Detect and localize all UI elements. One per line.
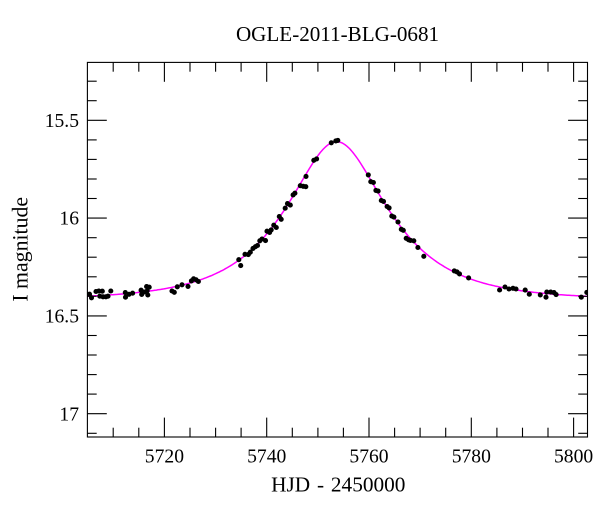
svg-text:OGLE-2011-BLG-0681: OGLE-2011-BLG-0681	[236, 22, 439, 46]
svg-text:15.5: 15.5	[45, 111, 79, 132]
svg-text:16.5: 16.5	[45, 307, 79, 328]
svg-text:5740: 5740	[247, 447, 286, 468]
svg-text:17: 17	[59, 404, 79, 425]
svg-text:I magnitude: I magnitude	[8, 197, 32, 302]
svg-text:5800: 5800	[554, 447, 593, 468]
svg-text:5720: 5720	[145, 447, 184, 468]
svg-text:HJD - 2450000: HJD - 2450000	[271, 473, 405, 497]
svg-text:16: 16	[59, 209, 79, 230]
svg-text:5760: 5760	[349, 447, 388, 468]
svg-text:5780: 5780	[452, 447, 491, 468]
